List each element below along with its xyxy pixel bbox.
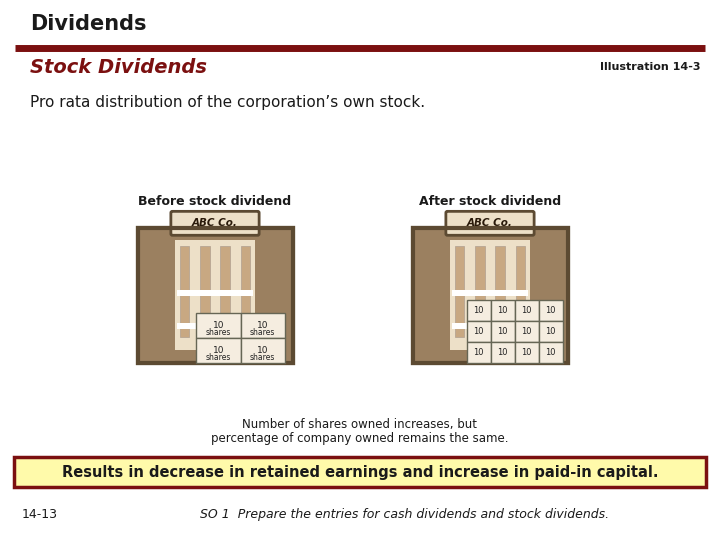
Text: shares: shares [206, 353, 231, 361]
Bar [197, 338, 240, 362]
Bar [539, 321, 563, 342]
Bar [515, 321, 539, 342]
Bar [200, 246, 210, 337]
Bar [176, 323, 253, 329]
FancyBboxPatch shape [446, 211, 534, 235]
Text: ABC Co.: ABC Co. [467, 218, 513, 228]
Bar [450, 240, 531, 350]
Bar [413, 227, 567, 362]
Bar [515, 342, 539, 362]
Bar [451, 290, 528, 295]
Text: Dividends: Dividends [30, 14, 146, 34]
Bar [240, 313, 284, 338]
Bar [240, 246, 250, 337]
Bar [176, 290, 253, 295]
Text: 10: 10 [521, 306, 532, 315]
Bar [413, 227, 567, 362]
Bar [491, 300, 515, 321]
FancyBboxPatch shape [171, 211, 259, 235]
Text: 10: 10 [257, 346, 269, 355]
Bar [180, 246, 189, 337]
Text: 10: 10 [212, 346, 224, 355]
Text: 10: 10 [474, 306, 484, 315]
Text: Results in decrease in retained earnings and increase in paid-in capital.: Results in decrease in retained earnings… [62, 464, 658, 480]
Text: 10: 10 [546, 327, 556, 336]
Text: 10: 10 [498, 306, 508, 315]
Text: 10: 10 [546, 306, 556, 315]
Text: Pro rata distribution of the corporation’s own stock.: Pro rata distribution of the corporation… [30, 95, 425, 110]
Bar [413, 227, 450, 362]
Text: 10: 10 [498, 327, 508, 336]
Bar [197, 313, 240, 338]
Bar [531, 227, 569, 362]
Text: After stock dividend: After stock dividend [419, 195, 561, 208]
Bar [256, 227, 294, 362]
Bar [467, 300, 491, 321]
Bar [539, 300, 563, 321]
Bar [516, 246, 525, 337]
Text: 10: 10 [546, 348, 556, 356]
Bar [138, 227, 292, 362]
Bar [467, 342, 491, 362]
Text: 10: 10 [474, 348, 484, 356]
Bar [475, 246, 485, 337]
Bar [138, 227, 175, 362]
Text: shares: shares [250, 353, 275, 361]
Text: 10: 10 [498, 348, 508, 356]
Text: 10: 10 [474, 327, 484, 336]
Text: 10: 10 [212, 321, 224, 329]
Bar [455, 246, 464, 337]
Bar [491, 342, 515, 362]
Text: 10: 10 [521, 348, 532, 356]
Text: 10: 10 [257, 321, 269, 329]
Bar [451, 323, 528, 329]
Text: Stock Dividends: Stock Dividends [30, 58, 207, 77]
Text: Illustration 14-3: Illustration 14-3 [600, 62, 700, 72]
Bar [467, 321, 491, 342]
Text: ABC Co.: ABC Co. [192, 218, 238, 228]
Bar [175, 240, 256, 350]
Text: Number of shares owned increases, but: Number of shares owned increases, but [243, 418, 477, 431]
Bar [240, 338, 284, 362]
Bar [539, 342, 563, 362]
Text: percentage of company owned remains the same.: percentage of company owned remains the … [211, 432, 509, 445]
Text: shares: shares [250, 328, 275, 336]
Bar [495, 246, 505, 337]
Text: Before stock dividend: Before stock dividend [138, 195, 292, 208]
Bar [515, 300, 539, 321]
Text: SO 1  Prepare the entries for cash dividends and stock dividends.: SO 1 Prepare the entries for cash divide… [200, 508, 609, 521]
Bar [491, 321, 515, 342]
Text: shares: shares [206, 328, 231, 336]
Bar [220, 246, 230, 337]
Bar [14, 457, 706, 487]
Bar [138, 227, 292, 362]
Text: 14-13: 14-13 [22, 508, 58, 521]
Text: 10: 10 [521, 327, 532, 336]
